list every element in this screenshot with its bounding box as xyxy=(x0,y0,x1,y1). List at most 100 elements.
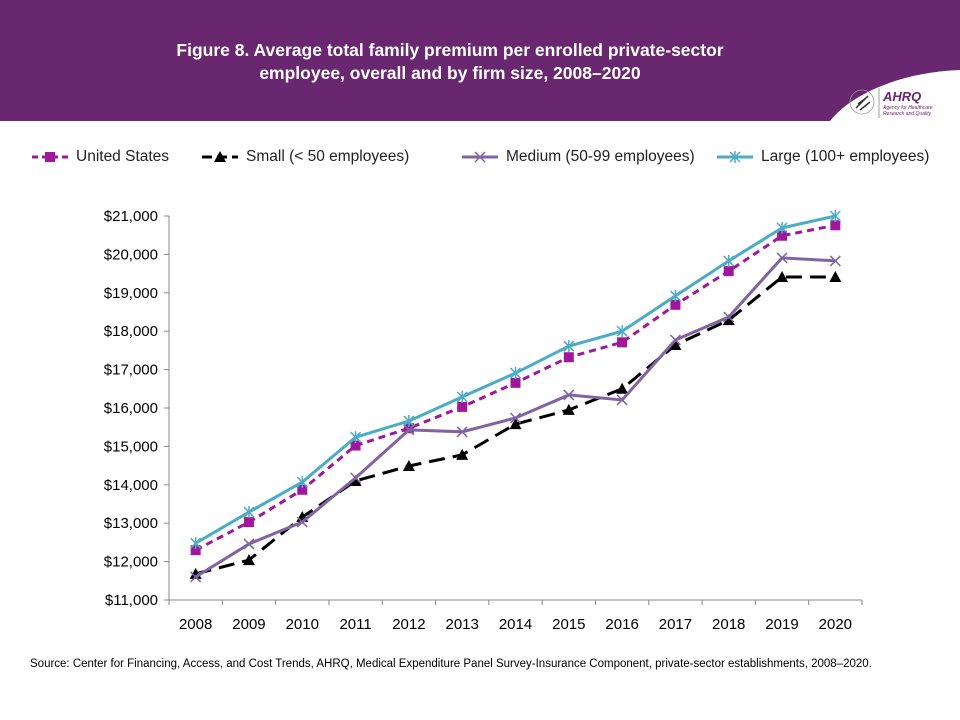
data-point xyxy=(242,554,255,566)
data-point xyxy=(830,220,841,231)
data-point xyxy=(456,390,468,403)
svg-text:Research and Quality: Research and Quality xyxy=(883,111,932,117)
y-tick-label: $16,000 xyxy=(104,400,158,417)
header-banner: Figure 8. Average total family premium p… xyxy=(0,0,960,121)
data-point xyxy=(669,339,682,351)
x-tick-label: 2020 xyxy=(819,616,852,633)
data-point xyxy=(723,311,735,323)
data-point xyxy=(563,352,574,363)
data-point xyxy=(509,412,522,424)
data-point xyxy=(777,230,788,241)
data-point xyxy=(616,394,628,406)
y-tick-label: $12,000 xyxy=(104,554,158,571)
series-1 xyxy=(189,271,842,579)
data-point xyxy=(243,538,255,550)
x-tick-label: 2017 xyxy=(659,616,692,633)
y-tick-label: $20,000 xyxy=(104,246,158,263)
y-tick-label: $19,000 xyxy=(104,285,158,302)
legend-marker xyxy=(474,151,486,163)
legend-swatch xyxy=(717,151,753,163)
y-tick-label: $14,000 xyxy=(104,477,158,494)
data-point xyxy=(509,418,522,430)
data-point xyxy=(669,289,681,302)
legend-label: Small (< 50 employees) xyxy=(246,148,410,165)
svg-text:Agency for Healthcare: Agency for Healthcare xyxy=(882,105,933,111)
data-point xyxy=(350,431,362,444)
data-point xyxy=(616,382,629,394)
data-point xyxy=(723,266,734,277)
data-point xyxy=(402,459,415,471)
title-line-1: Figure 8. Average total family premium p… xyxy=(176,40,724,60)
data-point xyxy=(349,474,362,486)
x-tick-label: 2012 xyxy=(392,616,425,633)
data-point xyxy=(457,401,468,412)
ahrq-logo: AHRQ Agency for Healthcare Research and … xyxy=(849,88,933,118)
legend-swatch xyxy=(202,151,238,162)
series-0 xyxy=(190,220,841,556)
data-point xyxy=(563,340,575,353)
y-tick-label: $21,000 xyxy=(104,208,158,225)
y-tick-label: $15,000 xyxy=(104,438,158,455)
x-tick-label: 2011 xyxy=(339,616,371,633)
data-point xyxy=(829,210,841,222)
data-point xyxy=(562,403,575,415)
data-point xyxy=(456,426,468,438)
series-2 xyxy=(190,252,841,583)
data-point xyxy=(296,516,308,528)
legend-item: United States xyxy=(30,148,169,166)
title-line-2: employee, overall and by firm size, 2008… xyxy=(259,63,641,83)
legend-item: Small (< 50 employees) xyxy=(200,148,409,166)
x-tick-label: 2016 xyxy=(605,616,638,633)
x-tick-label: 2008 xyxy=(179,616,212,633)
legend-label: United States xyxy=(76,148,170,165)
data-point xyxy=(403,423,414,434)
y-tick-label: $13,000 xyxy=(104,515,158,532)
svg-text:AHRQ: AHRQ xyxy=(882,89,921,104)
chart-title: Figure 8. Average total family premium p… xyxy=(100,39,800,85)
y-tick-label: $18,000 xyxy=(104,323,158,340)
line-chart: $11,000 $12,000 $13,000 $14,000 $15,000 $16,0… xyxy=(104,208,863,633)
data-point xyxy=(243,517,254,528)
data-point xyxy=(403,424,415,436)
data-point xyxy=(829,271,842,283)
legend-marker xyxy=(214,151,226,162)
y-tick-label: $17,000 xyxy=(104,362,158,379)
x-tick-label: 2018 xyxy=(712,616,745,633)
data-point xyxy=(350,440,361,451)
data-point xyxy=(190,571,202,583)
data-point xyxy=(510,377,521,388)
legend-marker xyxy=(45,152,55,162)
data-point xyxy=(190,537,202,550)
data-point xyxy=(776,221,788,234)
data-point xyxy=(509,367,522,380)
data-point xyxy=(776,252,788,264)
legend-label: Medium (50-99 employees) xyxy=(506,148,695,165)
data-point xyxy=(296,476,308,489)
data-point xyxy=(669,334,681,346)
legend-swatch xyxy=(32,152,68,162)
legend-label: Large (100+ employees) xyxy=(761,148,930,165)
legend-item: Large (100+ employees) xyxy=(715,148,929,166)
data-point xyxy=(670,299,681,310)
x-tick-label: 2014 xyxy=(499,616,532,633)
data-point xyxy=(829,255,841,267)
data-point xyxy=(190,545,201,556)
data-point xyxy=(243,506,255,519)
data-point xyxy=(616,325,628,338)
data-point xyxy=(776,271,789,283)
y-tick-label: $11,000 xyxy=(105,592,158,609)
x-tick-label: 2013 xyxy=(446,616,479,633)
data-point xyxy=(563,389,575,401)
data-point xyxy=(350,472,362,484)
data-point xyxy=(722,314,735,326)
x-tick-label: 2010 xyxy=(286,616,319,633)
x-tick-label: 2015 xyxy=(552,616,585,633)
legend-swatch xyxy=(462,151,498,163)
data-point xyxy=(456,448,469,460)
series-3 xyxy=(190,210,841,550)
chart-legend: United States Small (< 50 employees) Mediu… xyxy=(30,148,950,172)
legend-item: Medium (50-99 employees) xyxy=(460,148,695,166)
x-tick-label: 2009 xyxy=(232,616,265,633)
data-point xyxy=(403,415,415,428)
source-note: Source: Center for Financing, Access, an… xyxy=(30,658,872,670)
